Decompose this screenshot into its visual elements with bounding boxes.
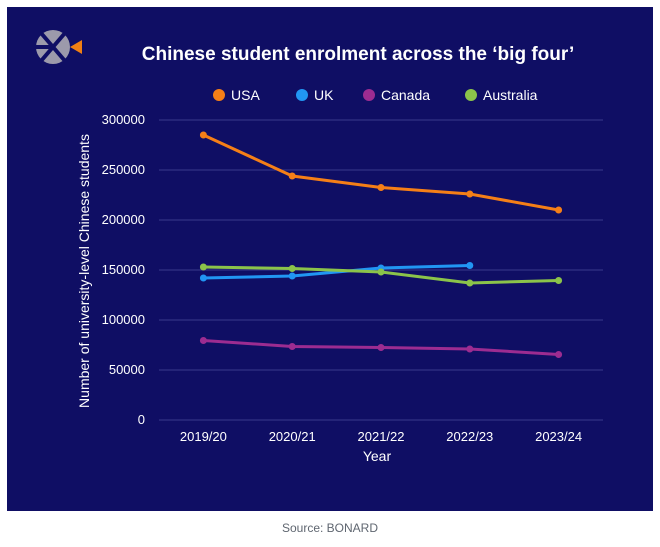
y-tick-label: 50000 xyxy=(109,362,145,377)
y-tick-label: 150000 xyxy=(102,262,145,277)
legend-item-australia: Australia xyxy=(465,87,538,103)
y-tick-label: 0 xyxy=(138,412,145,427)
chart-panel: Chinese student enrolment across the ‘bi… xyxy=(7,7,653,511)
legend: USA UK Canada Australia xyxy=(213,87,538,103)
data-point xyxy=(288,272,296,280)
data-point xyxy=(555,351,563,358)
y-axis-ticks: 0 50000 100000 150000 200000 250000 300000 xyxy=(102,112,145,427)
series-australia xyxy=(199,263,563,287)
series-line xyxy=(203,264,470,280)
data-point xyxy=(199,131,207,139)
series-usa xyxy=(199,131,563,214)
y-tick-label: 300000 xyxy=(102,112,145,127)
legend-label: Australia xyxy=(483,87,538,103)
x-axis-title: Year xyxy=(363,448,392,464)
x-tick-label: 2019/20 xyxy=(180,429,227,444)
series-canada xyxy=(199,337,563,358)
x-axis-ticks: 2019/20 2020/21 2021/22 2022/23 2023/24 xyxy=(180,429,582,444)
y-tick-label: 100000 xyxy=(102,312,145,327)
line-chart: Chinese student enrolment across the ‘bi… xyxy=(36,30,603,464)
legend-label: Canada xyxy=(381,87,430,103)
legend-item-usa: USA xyxy=(213,87,260,103)
data-point xyxy=(555,206,563,214)
data-point xyxy=(377,268,385,276)
series-uk xyxy=(199,262,474,282)
data-point xyxy=(288,343,296,350)
source-caption: Source: BONARD xyxy=(281,521,379,535)
data-point xyxy=(199,263,207,271)
chart-title: Chinese student enrolment across the ‘bi… xyxy=(142,44,575,65)
data-point xyxy=(555,277,563,284)
legend-label: UK xyxy=(314,87,334,103)
data-point xyxy=(466,190,474,198)
x-tick-label: 2021/22 xyxy=(358,429,405,444)
data-point xyxy=(377,184,385,191)
x-tick-label: 2022/23 xyxy=(446,429,493,444)
legend-item-uk: UK xyxy=(296,87,334,103)
legend-marker xyxy=(296,89,308,101)
x-tick-label: 2023/24 xyxy=(535,429,582,444)
series-layer xyxy=(199,131,563,358)
data-point xyxy=(199,274,207,282)
legend-marker xyxy=(465,89,477,101)
data-point xyxy=(377,344,385,351)
bonard-logo-icon xyxy=(36,30,82,64)
legend-label: USA xyxy=(231,87,260,103)
legend-marker xyxy=(363,89,375,101)
data-point xyxy=(288,172,296,180)
data-point xyxy=(466,262,474,269)
data-point xyxy=(466,279,474,287)
data-point xyxy=(288,265,296,272)
data-point xyxy=(466,345,474,353)
y-tick-label: 200000 xyxy=(102,212,145,227)
y-tick-label: 250000 xyxy=(102,162,145,177)
legend-item-canada: Canada xyxy=(363,87,430,103)
series-line xyxy=(202,133,559,212)
x-tick-label: 2020/21 xyxy=(269,429,316,444)
y-axis-title: Number of university-level Chinese stude… xyxy=(76,134,92,408)
data-point xyxy=(199,337,207,344)
legend-marker xyxy=(213,89,225,101)
